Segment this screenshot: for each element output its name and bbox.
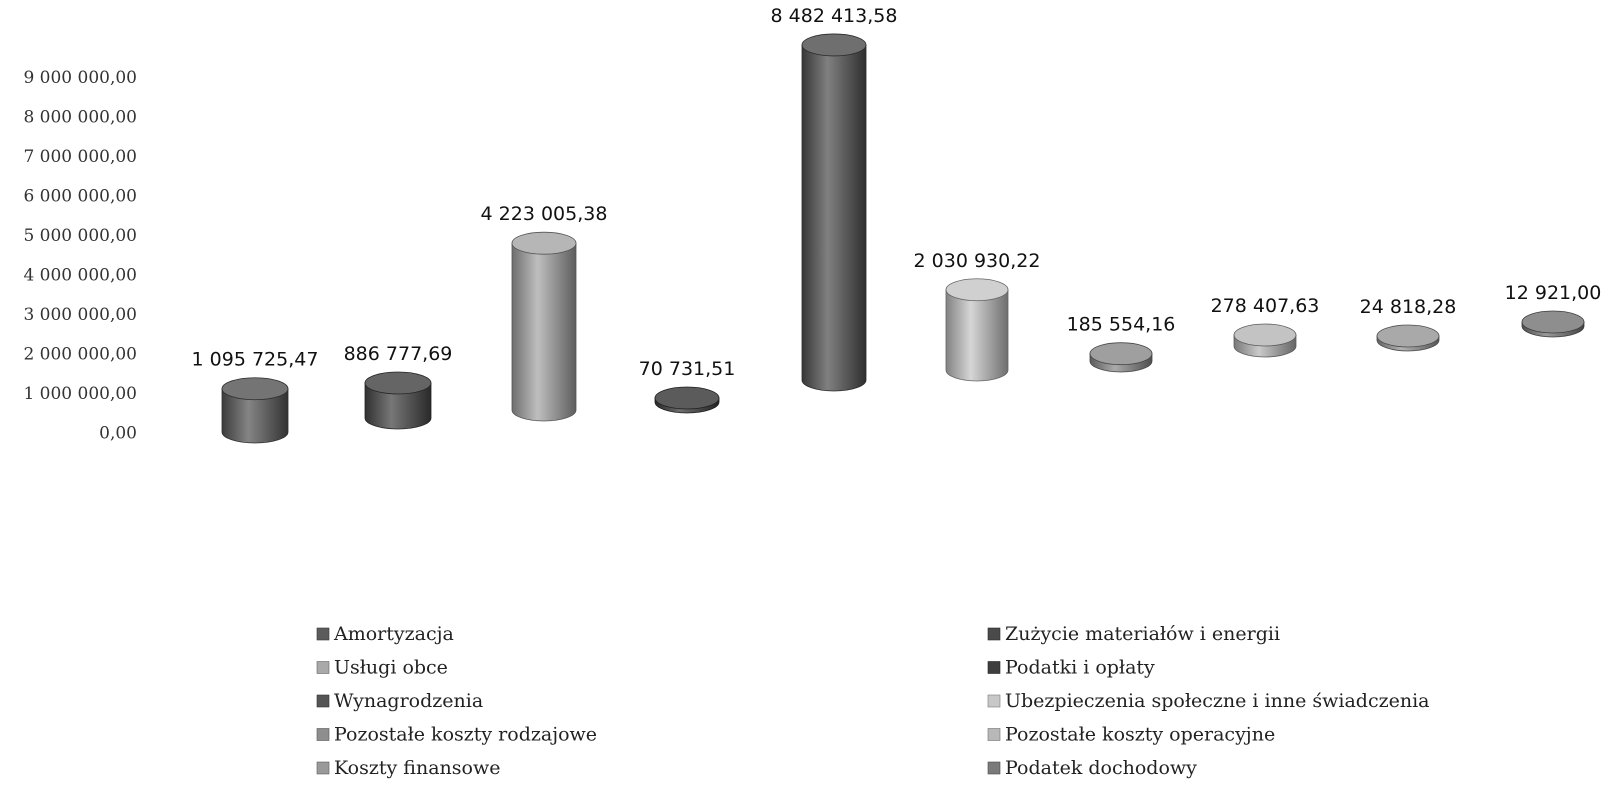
- data-label: 4 223 005,38: [481, 203, 608, 225]
- y-tick-label: 6 000 000,00: [23, 187, 137, 207]
- legend-label: Ubezpieczenia społeczne i inne świadczen…: [1005, 690, 1430, 712]
- legend-swatch: [316, 627, 330, 641]
- data-label: 886 777,69: [344, 343, 453, 365]
- bar-3: [511, 231, 577, 422]
- bar-top: [511, 231, 577, 255]
- data-label: 8 482 413,58: [771, 5, 898, 27]
- legend-item: Usługi obce: [316, 657, 448, 679]
- bar-body: [221, 388, 289, 444]
- bar-top: [1233, 323, 1297, 347]
- y-tick-label: 1 000 000,00: [23, 384, 137, 404]
- bar-top: [654, 386, 720, 410]
- bar-body: [945, 289, 1009, 382]
- legend-label: Usługi obce: [334, 657, 448, 679]
- bar-2: [364, 371, 432, 430]
- legend-label: Wynagrodzenia: [334, 690, 483, 712]
- data-label: 278 407,63: [1211, 295, 1320, 317]
- legend-label: Amortyzacja: [333, 623, 454, 645]
- bar-top: [221, 377, 289, 401]
- y-tick-label: 3 000 000,00: [23, 305, 137, 325]
- y-tick-label: 8 000 000,00: [23, 108, 137, 128]
- legend-swatch: [987, 761, 1001, 775]
- y-tick-label: 5 000 000,00: [23, 226, 137, 246]
- y-tick-label: 2 000 000,00: [23, 345, 137, 365]
- legend-item: Wynagrodzenia: [316, 690, 483, 712]
- legend-swatch: [316, 694, 330, 708]
- legend-label: Zużycie materiałów i energii: [1005, 623, 1280, 645]
- data-label: 2 030 930,22: [914, 250, 1041, 272]
- y-tick-label: 4 000 000,00: [23, 266, 137, 286]
- bar-body: [511, 242, 577, 422]
- legend-swatch: [987, 694, 1001, 708]
- bar-top: [801, 33, 867, 57]
- bar-body: [364, 382, 432, 430]
- bar-9: [1376, 324, 1440, 352]
- legend-item: Amortyzacja: [316, 623, 454, 645]
- bar-top: [364, 371, 432, 395]
- bar-5: [801, 33, 867, 392]
- bar-top: [945, 278, 1009, 302]
- legend-item: Podatek dochodowy: [987, 757, 1197, 779]
- bar-7: [1089, 342, 1153, 373]
- legend-swatch: [987, 728, 1001, 741]
- legend-item: Zużycie materiałów i energii: [987, 623, 1280, 645]
- bar-8: [1233, 323, 1297, 358]
- bar-top: [1376, 324, 1440, 348]
- legend-item: Koszty finansowe: [316, 757, 500, 779]
- legend-label: Pozostałe koszty operacyjne: [1005, 724, 1275, 746]
- bar-6: [945, 278, 1009, 382]
- legend: Amortyzacja Zużycie materiałów i energii U…: [316, 623, 1430, 779]
- legend-swatch: [316, 661, 330, 674]
- legend-label: Podatki i opłaty: [1005, 657, 1155, 679]
- data-label: 24 818,28: [1360, 296, 1457, 318]
- legend-swatch: [987, 627, 1001, 641]
- data-label: 185 554,16: [1067, 314, 1176, 336]
- legend-item: Pozostałe koszty operacyjne: [987, 724, 1275, 746]
- data-label: 12 921,00: [1505, 282, 1602, 304]
- y-tick-label: 0,00: [99, 424, 137, 444]
- bar-top: [1089, 342, 1153, 366]
- data-label: 70 731,51: [639, 358, 736, 380]
- y-axis: 0,00 1 000 000,00 2 000 000,00 3 000 000,00…: [23, 68, 137, 444]
- y-tick-label: 9 000 000,00: [23, 68, 137, 88]
- legend-swatch: [316, 728, 330, 741]
- bar-4: [654, 386, 720, 414]
- data-labels: 1 095 725,47 886 777,69 4 223 005,38 70 731…: [192, 5, 1602, 380]
- legend-swatch: [987, 661, 1001, 674]
- legend-item: Podatki i opłaty: [987, 657, 1155, 679]
- legend-label: Koszty finansowe: [334, 757, 500, 779]
- bar-top: [1521, 310, 1585, 334]
- legend-label: Pozostałe koszty rodzajowe: [334, 724, 597, 746]
- bar-1: [221, 377, 289, 444]
- legend-swatch: [316, 761, 330, 775]
- legend-item: Pozostałe koszty rodzajowe: [316, 724, 597, 746]
- legend-item: Ubezpieczenia społeczne i inne świadczen…: [987, 690, 1430, 712]
- data-label: 1 095 725,47: [192, 349, 319, 371]
- y-tick-label: 7 000 000,00: [23, 147, 137, 167]
- legend-label: Podatek dochodowy: [1005, 757, 1197, 779]
- bar-body: [801, 44, 867, 392]
- bar-10: [1521, 310, 1585, 338]
- bars: [221, 33, 1585, 444]
